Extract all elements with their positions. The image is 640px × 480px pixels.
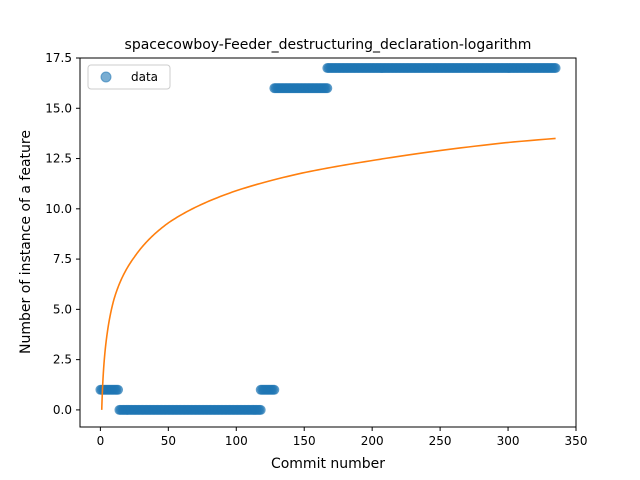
legend-box <box>87 64 171 90</box>
x-tick-label: 150 <box>293 434 316 448</box>
data-point <box>255 404 266 415</box>
x-tick-label: 250 <box>429 434 452 448</box>
y-tick-label: 12.5 <box>45 152 72 166</box>
y-tick-label: 15.0 <box>45 101 72 115</box>
y-tick-label: 2.5 <box>53 353 72 367</box>
x-axis-label: Commit number <box>271 456 385 472</box>
axis-ticks: 0 50 100 150 200 250 300 350 0.0 2.5 5.0 7.5 10.0 12.… <box>45 51 587 448</box>
y-tick-label: 10.0 <box>45 202 72 216</box>
y-tick-label: 17.5 <box>45 51 72 65</box>
legend-marker-data <box>100 71 112 83</box>
y-axis-label: Number of instance of a feature <box>18 130 34 354</box>
y-tick-label: 7.5 <box>53 252 72 266</box>
data-point <box>113 384 124 395</box>
axes-frame <box>79 57 577 428</box>
data-point <box>550 63 561 74</box>
legend-label-data: data <box>131 70 158 84</box>
data-point <box>322 83 333 94</box>
legend: data <box>87 64 171 90</box>
y-tick-label: 0.0 <box>53 403 72 417</box>
data-point <box>269 384 280 395</box>
plot-area <box>95 63 561 415</box>
chart-title: spacecowboy-Feeder_destructuring_declara… <box>125 37 532 53</box>
x-tick-label: 100 <box>225 434 248 448</box>
x-tick-label: 0 <box>97 434 105 448</box>
x-tick-label: 200 <box>361 434 384 448</box>
fit-line <box>100 137 556 410</box>
x-tick-label: 300 <box>497 434 520 448</box>
x-tick-label: 350 <box>565 434 588 448</box>
y-tick-label: 5.0 <box>53 302 72 316</box>
x-tick-label: 50 <box>161 434 176 448</box>
